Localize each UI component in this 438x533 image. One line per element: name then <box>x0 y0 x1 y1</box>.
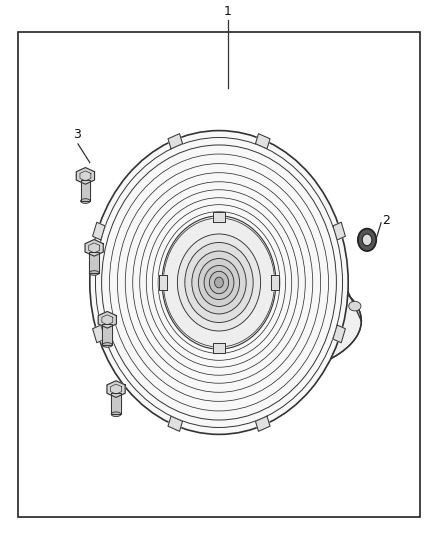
Polygon shape <box>102 324 112 345</box>
Ellipse shape <box>177 234 261 331</box>
Ellipse shape <box>209 271 229 294</box>
Polygon shape <box>255 134 270 149</box>
Ellipse shape <box>358 229 376 251</box>
Polygon shape <box>92 222 105 240</box>
Polygon shape <box>255 416 270 431</box>
Polygon shape <box>76 167 95 184</box>
Ellipse shape <box>103 262 361 379</box>
Ellipse shape <box>259 261 271 271</box>
Ellipse shape <box>111 412 121 417</box>
Ellipse shape <box>215 277 223 288</box>
Polygon shape <box>333 325 346 343</box>
Ellipse shape <box>316 276 328 285</box>
Polygon shape <box>89 252 99 273</box>
Polygon shape <box>81 180 90 201</box>
Polygon shape <box>111 393 121 414</box>
Text: 3: 3 <box>73 128 81 141</box>
Ellipse shape <box>89 271 99 276</box>
Ellipse shape <box>102 343 112 348</box>
Polygon shape <box>92 325 105 343</box>
Polygon shape <box>168 134 183 149</box>
Polygon shape <box>168 416 183 431</box>
Polygon shape <box>333 222 346 240</box>
Polygon shape <box>159 275 167 290</box>
Ellipse shape <box>362 234 372 246</box>
Ellipse shape <box>103 301 116 311</box>
Text: 2: 2 <box>382 214 390 227</box>
Text: 1: 1 <box>224 5 232 18</box>
Ellipse shape <box>193 261 205 271</box>
Ellipse shape <box>162 216 276 349</box>
Polygon shape <box>213 212 225 222</box>
Ellipse shape <box>136 276 148 285</box>
Polygon shape <box>271 275 279 290</box>
Ellipse shape <box>349 301 361 311</box>
Ellipse shape <box>81 199 90 204</box>
Polygon shape <box>213 343 225 353</box>
Ellipse shape <box>204 265 234 300</box>
Ellipse shape <box>90 131 348 434</box>
Polygon shape <box>107 381 125 398</box>
Ellipse shape <box>192 251 246 314</box>
Ellipse shape <box>198 259 240 306</box>
Ellipse shape <box>185 243 253 322</box>
Polygon shape <box>98 311 117 328</box>
Polygon shape <box>85 239 103 256</box>
